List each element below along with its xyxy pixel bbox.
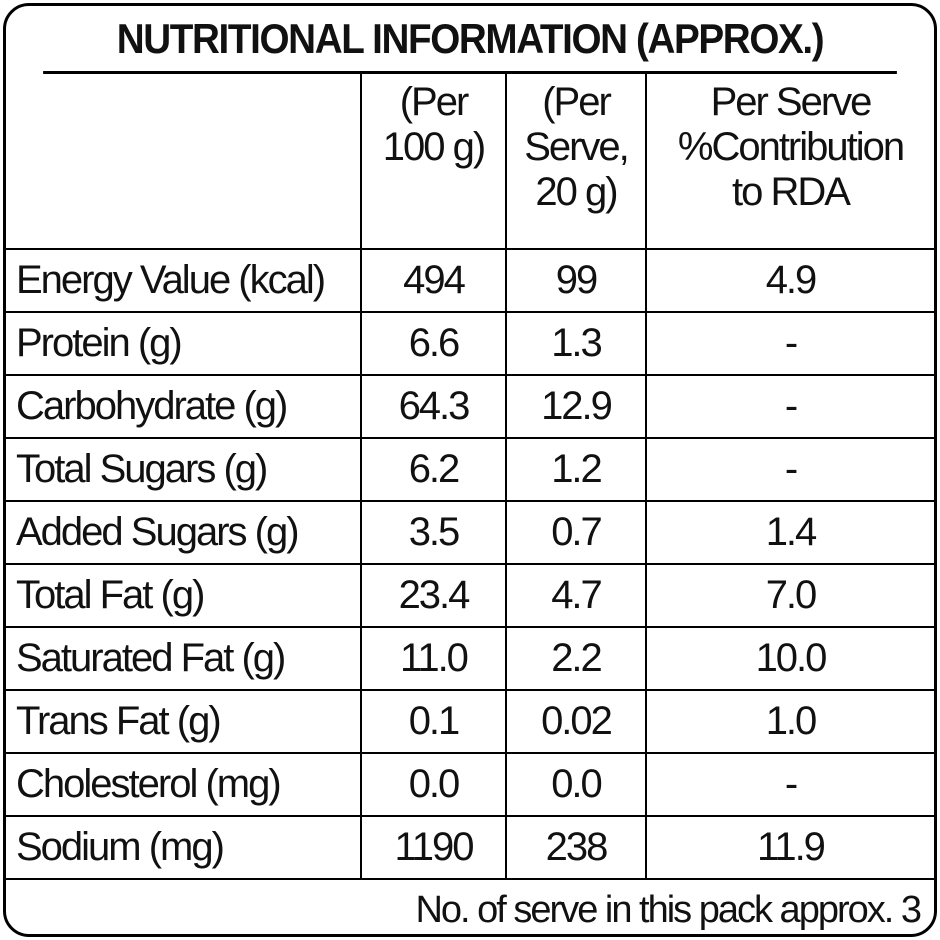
- rda-value: 1.0: [645, 689, 934, 754]
- table-row: Energy Value (kcal) 494 99 4.9: [6, 248, 934, 313]
- per-100g-value: 1190: [360, 815, 507, 880]
- header-line: to RDA: [732, 170, 851, 214]
- nutrient-label: Total Fat (g): [6, 563, 362, 628]
- table-row: Total Fat (g) 23.4 4.7 7.0: [6, 563, 934, 628]
- table-row: Saturated Fat (g) 11.0 2.2 10.0: [6, 626, 934, 691]
- header-per-100g: (Per 100 g): [360, 74, 507, 250]
- per-100g-value: 0.0: [360, 752, 507, 817]
- rda-value: -: [645, 311, 934, 376]
- rda-value: -: [645, 437, 934, 502]
- header-line: 100 g): [382, 125, 486, 169]
- per-serve-value: 1.2: [505, 437, 647, 502]
- per-100g-value: 64.3: [360, 374, 507, 439]
- header-line: Per Serve: [710, 80, 873, 124]
- rda-value: 1.4: [645, 500, 934, 565]
- header-rda: Per Serve %Contribution to RDA: [645, 74, 934, 250]
- per-serve-value: 238: [505, 815, 647, 880]
- nutrient-label: Cholesterol (mg): [6, 752, 362, 817]
- nutrition-panel: NUTRITIONAL INFORMATION (APPROX.) (Per 1…: [3, 3, 937, 937]
- table-row: Sodium (mg) 1190 238 11.9: [6, 815, 934, 880]
- rda-value: 7.0: [645, 563, 934, 628]
- header-row: (Per 100 g) (Per Serve, 20 g) Per Serve …: [6, 74, 934, 250]
- per-serve-value: 12.9: [505, 374, 647, 439]
- per-serve-value: 2.2: [505, 626, 647, 691]
- per-100g-value: 6.2: [360, 437, 507, 502]
- nutrient-label: Protein (g): [6, 311, 362, 376]
- per-100g-value: 494: [360, 248, 507, 313]
- per-100g-value: 3.5: [360, 500, 507, 565]
- nutrient-label: Saturated Fat (g): [6, 626, 362, 691]
- per-serve-value: 1.3: [505, 311, 647, 376]
- table-row: Cholesterol (mg) 0.0 0.0 -: [6, 752, 934, 817]
- rda-value: 11.9: [645, 815, 934, 880]
- table-row: Carbohydrate (g) 64.3 12.9 -: [6, 374, 934, 439]
- table-row: Added Sugars (g) 3.5 0.7 1.4: [6, 500, 934, 565]
- header-nutrient: [6, 74, 362, 250]
- header-line: Serve,: [524, 125, 630, 169]
- header-line: 20 g): [535, 170, 618, 214]
- nutrient-label: Total Sugars (g): [6, 437, 362, 502]
- rda-value: 4.9: [645, 248, 934, 313]
- per-100g-value: 6.6: [360, 311, 507, 376]
- servings-note: No. of serve in this pack approx. 3: [415, 889, 922, 931]
- header-line: (Per: [399, 80, 470, 124]
- rda-value: 10.0: [645, 626, 934, 691]
- per-serve-value: 0.7: [505, 500, 647, 565]
- nutrient-label: Sodium (mg): [6, 815, 362, 880]
- nutrient-label: Trans Fat (g): [6, 689, 362, 754]
- per-serve-value: 0.0: [505, 752, 647, 817]
- table-row: Protein (g) 6.6 1.3 -: [6, 311, 934, 376]
- nutrient-label: Carbohydrate (g): [6, 374, 362, 439]
- nutrition-table: (Per 100 g) (Per Serve, 20 g) Per Serve …: [6, 74, 934, 880]
- nutrition-title: NUTRITIONAL INFORMATION (APPROX.): [43, 6, 897, 74]
- nutrient-label: Energy Value (kcal): [6, 248, 362, 313]
- per-100g-value: 23.4: [360, 563, 507, 628]
- header-line: (Per: [542, 80, 612, 124]
- per-100g-value: 11.0: [360, 626, 507, 691]
- table-row: Total Sugars (g) 6.2 1.2 -: [6, 437, 934, 502]
- per-serve-value: 0.02: [505, 689, 647, 754]
- rda-value: -: [645, 752, 934, 817]
- nutrient-label: Added Sugars (g): [6, 500, 362, 565]
- per-serve-value: 99: [505, 248, 647, 313]
- rda-value: -: [645, 374, 934, 439]
- header-per-serve: (Per Serve, 20 g): [505, 74, 647, 250]
- table-row: Trans Fat (g) 0.1 0.02 1.0: [6, 689, 934, 754]
- per-serve-value: 4.7: [505, 563, 647, 628]
- per-100g-value: 0.1: [360, 689, 507, 754]
- header-line: %Contribution: [677, 125, 905, 169]
